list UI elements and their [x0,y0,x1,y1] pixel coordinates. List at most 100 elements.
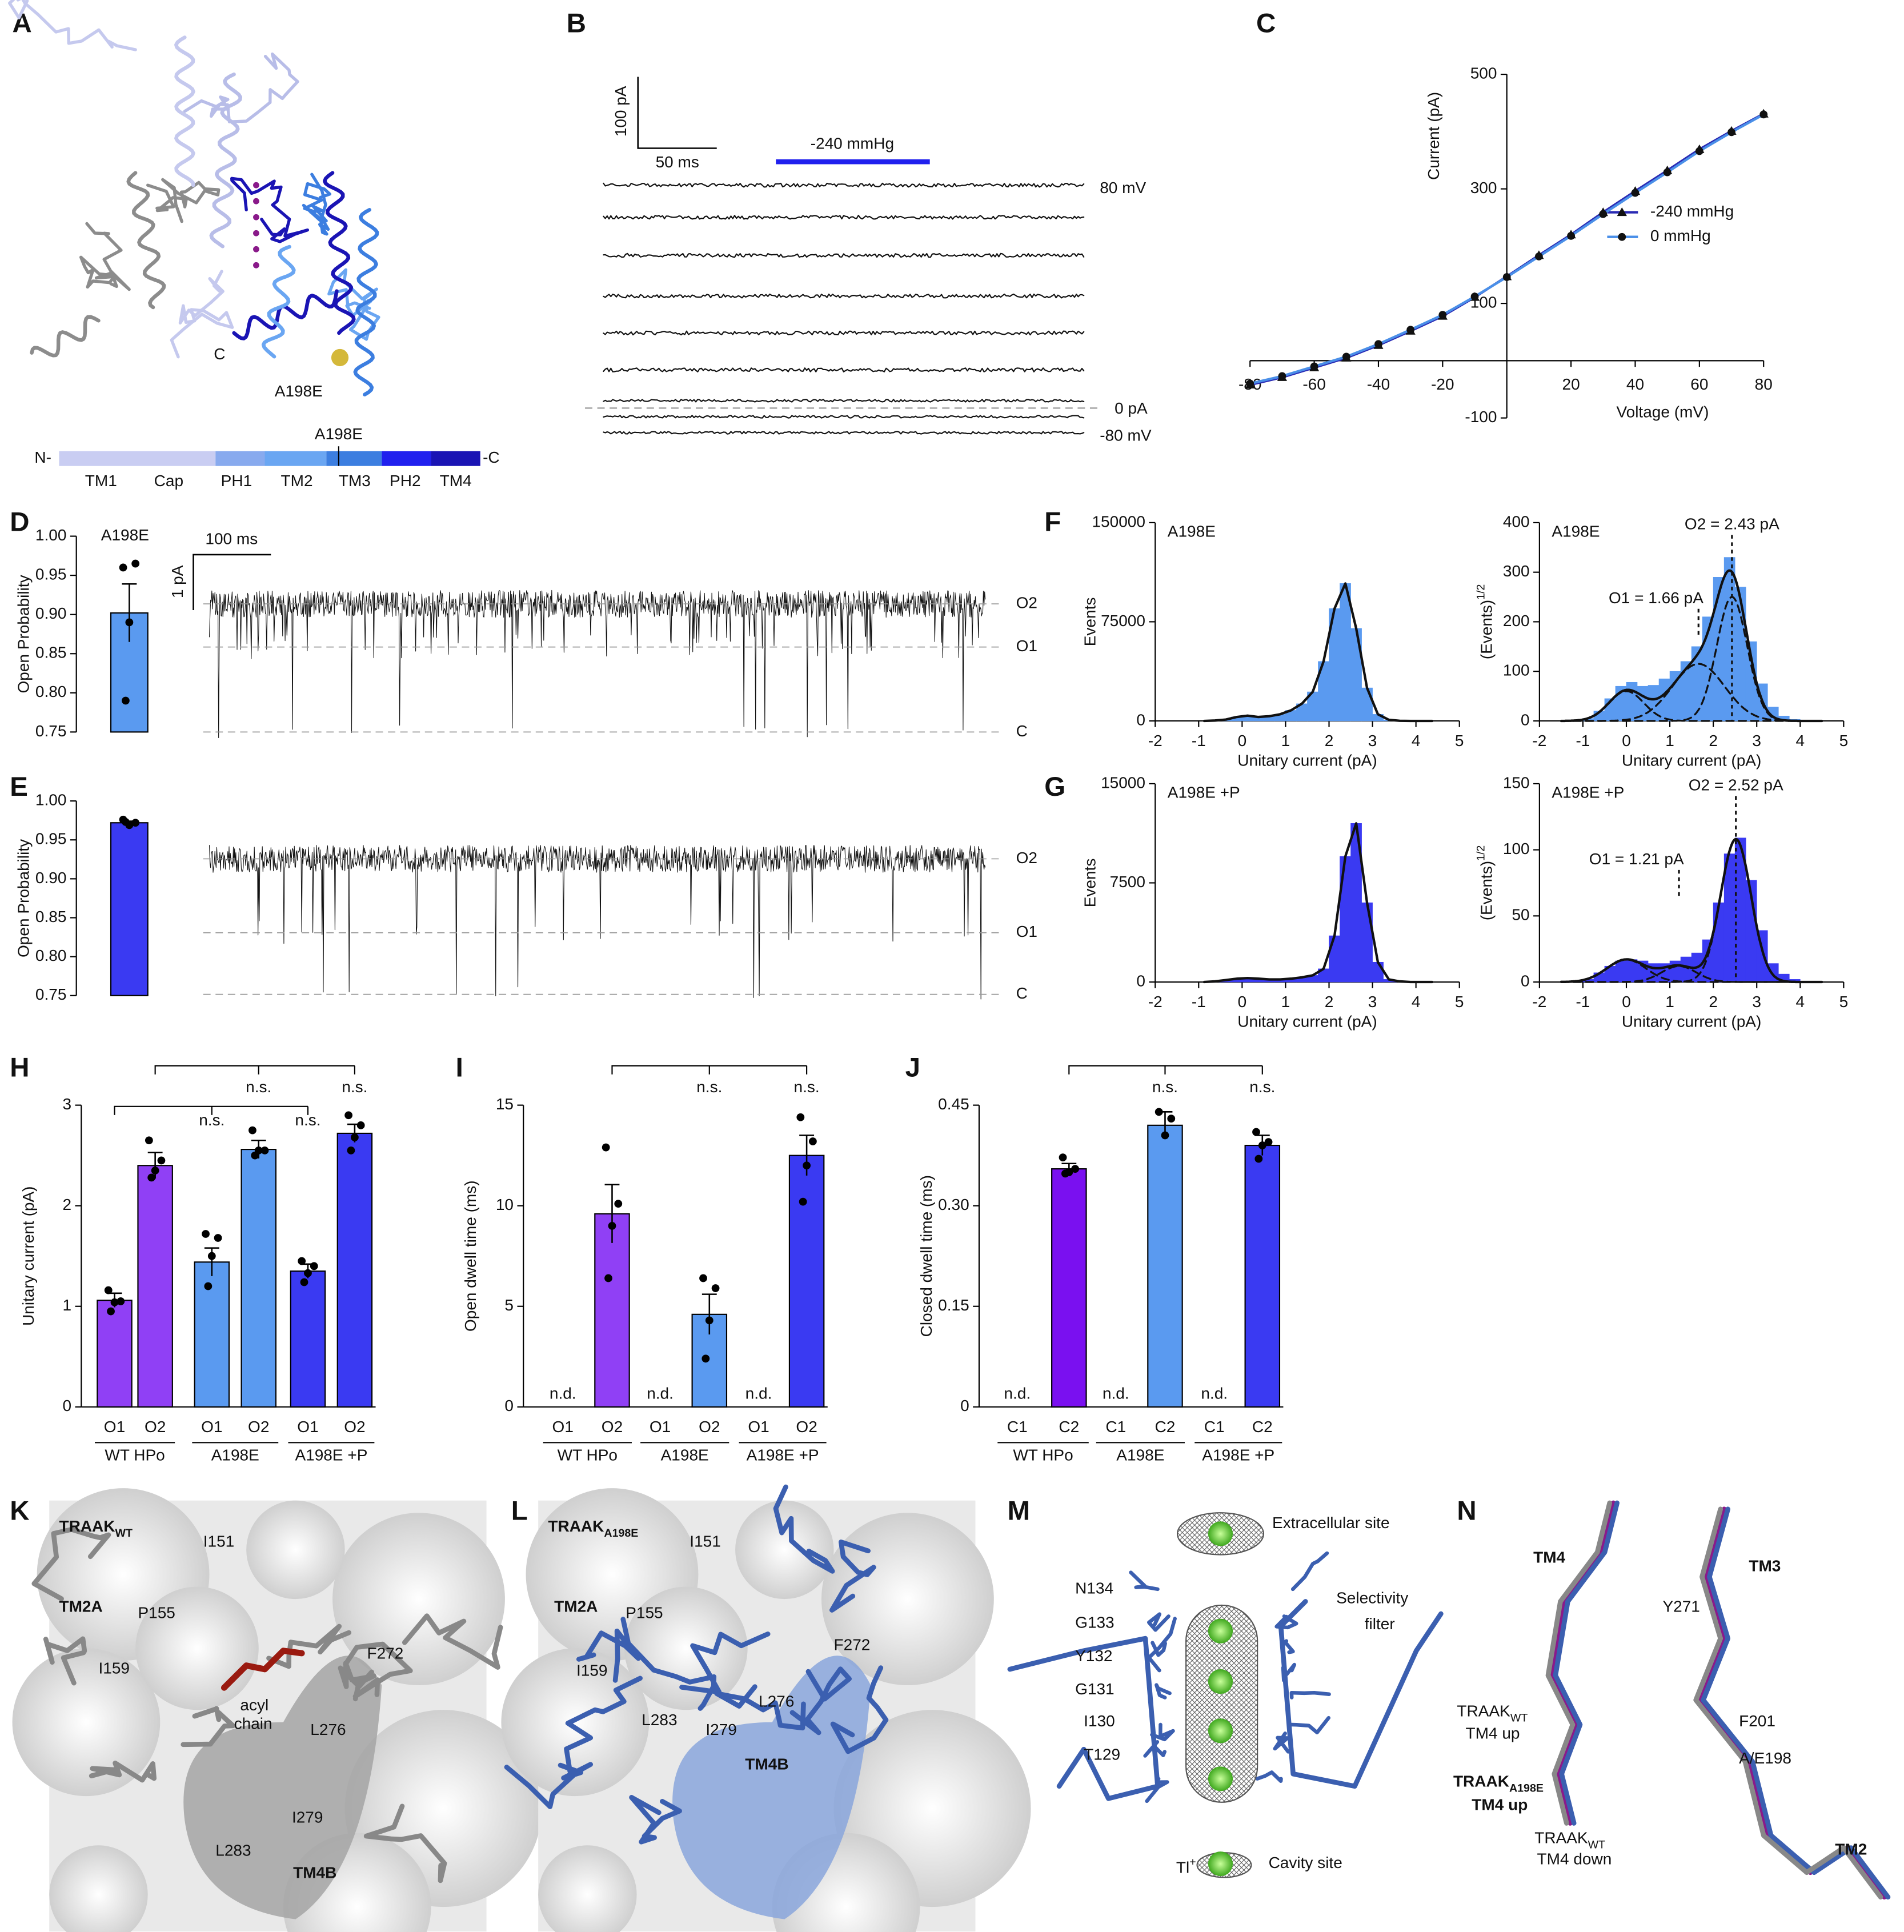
marker [1342,352,1350,361]
surface [332,1513,505,1686]
y-axis-label: (Events)1/2 [1474,845,1495,921]
structure-label-main: TRAAK [1457,1702,1510,1720]
helix [261,244,296,359]
histogram-bar [1329,935,1340,983]
structure-label: F201 [1739,1712,1775,1730]
data-point [347,1146,355,1155]
structure-label: TRAAKA198E [548,1517,638,1540]
structure-label: F272 [367,1645,403,1662]
domain-segment [431,451,480,466]
structure-label-main: TRAAK [1534,1829,1588,1847]
y-tick-label: 1.00 [35,526,67,544]
helix [174,35,195,187]
structure-label-sub: A198E [1509,1782,1544,1795]
x-tick-label: O1 [297,1418,318,1436]
data-point [204,1282,213,1290]
marker [1246,379,1254,388]
histogram-bar [1637,686,1649,722]
data-point [131,819,140,827]
x-tick-label: -2 [1532,732,1546,749]
structure-label: TM3 [339,472,371,490]
annotation: O2 = 2.52 pA [1689,776,1783,794]
fit-total [1560,837,1823,984]
fit-line [1202,582,1434,723]
surface [135,1586,259,1710]
ion [253,198,259,205]
structure-label: P155 [138,1604,175,1621]
y-axis-label: Closed dwell time (ms) [917,1175,935,1337]
stick [576,1628,641,1683]
surface [821,1513,994,1686]
structure-label-sub: WT [1510,1712,1528,1725]
structure-label: TRAAKA198E [1453,1773,1544,1795]
data-point [104,1286,113,1294]
structure-label: chain [234,1714,272,1732]
legend-label: 0 mmHg [1650,227,1711,244]
x-tick-label: C2 [1059,1418,1079,1436]
x-tick-label: -60 [1302,375,1326,393]
data-point [310,1262,318,1270]
marker [1727,128,1735,137]
x-tick-label: O1 [748,1418,769,1436]
stick [504,1762,594,1809]
data-point [117,1297,125,1305]
x-axis-label: Voltage (mV) [1616,403,1709,420]
ion [253,262,259,268]
bar [137,1165,173,1408]
trace-label: O1 [1016,637,1037,655]
structure-label: L276 [310,1721,346,1738]
data-point [251,1151,259,1160]
current-trace [603,367,1085,372]
x-tick-label: 5 [1839,732,1849,749]
ion [1208,1669,1233,1694]
stick [1289,1690,1331,1699]
y-tick-label: 75000 [1101,612,1145,630]
histogram-bar [1626,682,1638,722]
x-tick-label: 1 [1665,993,1674,1011]
stick [181,1706,236,1747]
stick [773,1484,835,1574]
data-point [1264,1138,1273,1147]
data-point [608,1221,616,1230]
histogram-bar [1361,687,1373,722]
trace-label: -240 mmHg [811,134,894,152]
structure-label-main: TRAAK [1453,1773,1509,1790]
stick [1289,1715,1331,1735]
y-tick-label: 0.80 [35,947,67,964]
x-axis-label: Unitary current (pA) [1622,752,1761,769]
data-point [1161,1131,1169,1140]
x-tick-label: 3 [1752,732,1761,749]
stick [620,1617,717,1711]
y-tick-label: 150 [1503,773,1530,791]
y-tick-label: 0.95 [35,566,67,583]
marker [1470,292,1479,301]
x-tick-label: 5 [1455,993,1464,1011]
trace-label: 100 pA [612,86,630,137]
helix [209,72,243,248]
structure-label: TM4 down [1537,1850,1612,1868]
structure-label: Tl+ [1176,1855,1196,1876]
y-tick-label: 0 [62,1397,71,1414]
stick [1273,1731,1290,1754]
bracket [154,1065,355,1075]
stick [89,1760,157,1783]
marker [1759,110,1768,119]
structure-label: I151 [203,1532,235,1550]
y-tick-label: 0.90 [35,869,67,887]
bar [1147,1124,1183,1408]
y-tick-label: 200 [1503,612,1530,630]
panel-letter: G [1044,772,1065,802]
y-tick-label: 0 [1136,711,1145,728]
channel-trace [209,590,986,739]
chart-label: A198E [101,526,149,544]
structure-label: TM2A [59,1598,102,1616]
pocket [672,1656,871,1919]
y-tick-label: 50 [1512,906,1529,924]
group-label: A198E +P [295,1446,367,1464]
stick [266,1624,352,1669]
data-point [1258,1141,1266,1149]
group-label: WT HPo [1013,1446,1073,1464]
data-point [122,818,130,826]
trace-label: C [1016,722,1028,740]
backbone [1278,1599,1444,1789]
